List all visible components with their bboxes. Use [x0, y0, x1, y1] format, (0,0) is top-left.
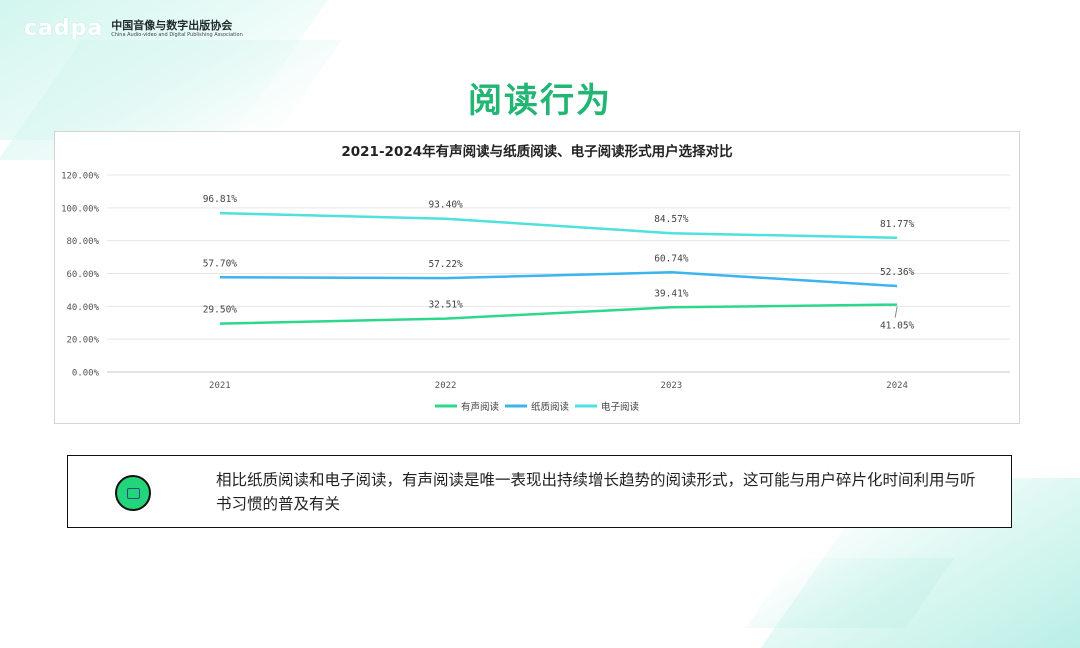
x-tick-label: 2024: [886, 381, 908, 391]
x-tick-label: 2023: [661, 381, 683, 391]
series-line: [219, 303, 898, 325]
data-label: 32.51%: [428, 300, 463, 311]
label-leader: [894, 306, 898, 318]
chart-title: 2021-2024年有声阅读与纸质阅读、电子阅读形式用户选择对比: [341, 143, 732, 160]
data-label: 29.50%: [203, 305, 238, 316]
logo: cadpa 中国音像与数字出版协会 China Audio-video and …: [24, 16, 243, 41]
data-label: 57.22%: [428, 259, 463, 270]
legend-label: 纸质阅读: [531, 401, 570, 413]
y-tick-label: 100.00%: [61, 204, 100, 214]
y-tick-label: 0.00%: [72, 369, 100, 379]
data-label: 93.40%: [428, 200, 463, 211]
legend-label: 电子阅读: [601, 401, 640, 413]
data-label: 84.57%: [654, 214, 689, 225]
logo-word: cadpa: [24, 16, 104, 41]
legend-label: 有声阅读: [461, 401, 500, 413]
data-label: 81.77%: [880, 219, 915, 230]
data-label: 52.36%: [880, 267, 915, 278]
y-tick-label: 40.00%: [66, 303, 99, 313]
book-icon: [126, 487, 140, 499]
data-label: 39.41%: [654, 288, 689, 299]
x-tick-label: 2021: [209, 381, 231, 391]
org-name-en: China Audio-video and Digital Publishing…: [111, 31, 243, 38]
data-label: 41.05%: [880, 321, 915, 332]
data-label: 96.81%: [203, 194, 238, 205]
series-line: [219, 211, 898, 240]
note-text: 相比纸质阅读和电子阅读，有声阅读是唯一表现出持续增长趋势的阅读形式，这可能与用户…: [216, 471, 976, 513]
data-label: 57.70%: [203, 258, 238, 269]
logo-text: 中国音像与数字出版协会 China Audio-video and Digita…: [111, 19, 243, 39]
org-name-cn: 中国音像与数字出版协会: [111, 18, 233, 32]
y-tick-label: 120.00%: [61, 172, 100, 182]
y-tick-label: 20.00%: [66, 336, 99, 346]
data-label: 60.74%: [654, 253, 689, 264]
chart-frame: 2021-2024年有声阅读与纸质阅读、电子阅读形式用户选择对比 0.00% 20…: [54, 131, 1020, 424]
y-tick-label: 60.00%: [66, 270, 99, 280]
note-icon: [115, 475, 151, 511]
series-line: [219, 271, 898, 288]
note-box: 相比纸质阅读和电子阅读，有声阅读是唯一表现出持续增长趋势的阅读形式，这可能与用户…: [67, 455, 1012, 528]
page-title: 阅读行为: [468, 80, 612, 121]
line-chart: 2021-2024年有声阅读与纸质阅读、电子阅读形式用户选择对比 0.00% 20…: [61, 143, 1010, 413]
y-tick-label: 80.00%: [66, 237, 99, 247]
x-tick-label: 2022: [435, 381, 457, 391]
